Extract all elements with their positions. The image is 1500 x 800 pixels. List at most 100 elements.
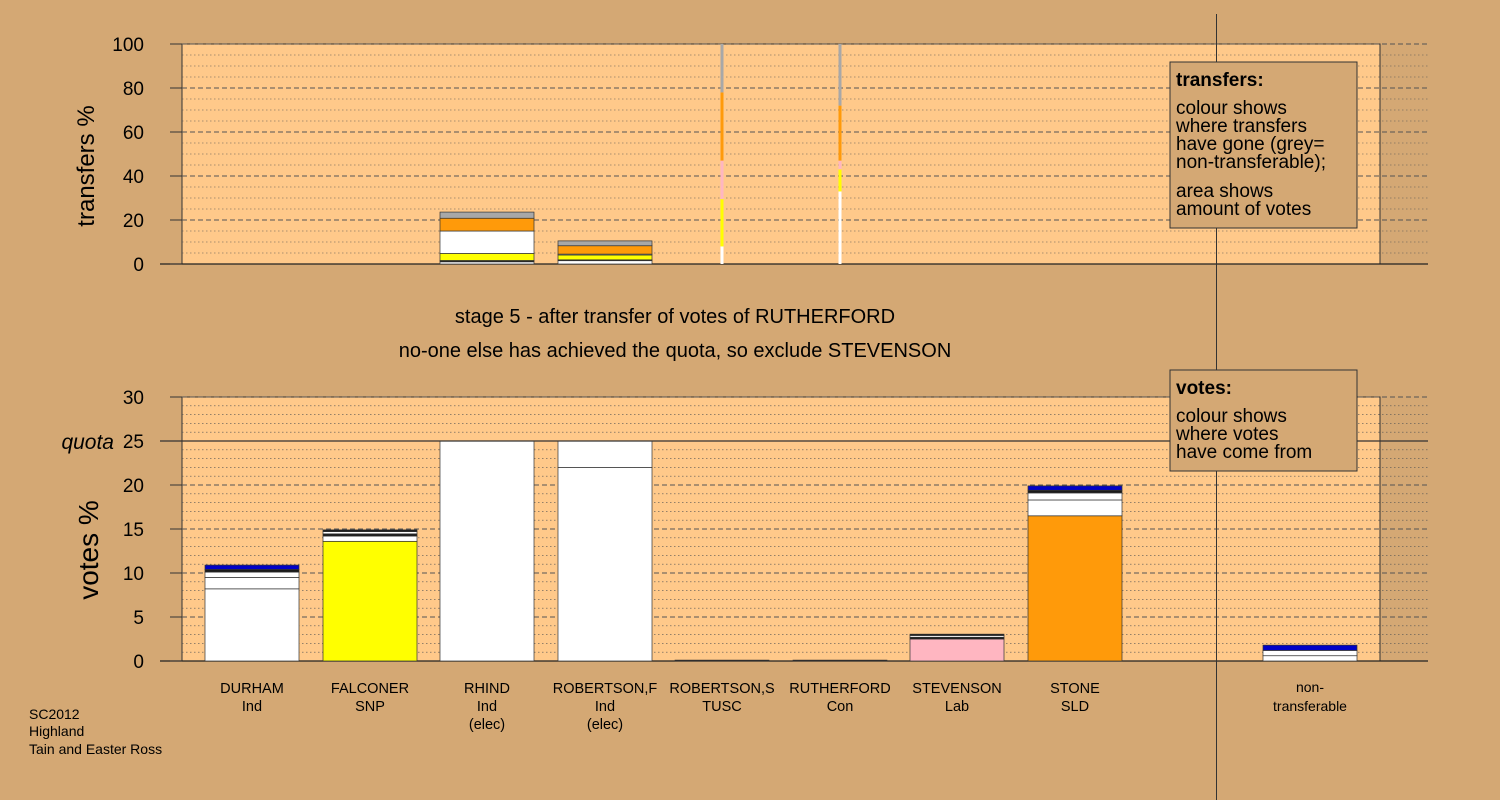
transfers-legend-box <box>1169 61 1358 229</box>
y-tick-label: 20 <box>123 476 144 497</box>
bar <box>838 44 842 264</box>
bar-segment <box>909 633 1005 636</box>
y-tick-label: 5 <box>133 608 144 629</box>
x-party-label: Ind <box>242 699 262 715</box>
votes-legend: votes: colour shows where votes have com… <box>1169 369 1358 472</box>
bar <box>439 211 535 265</box>
bar-segment <box>1027 515 1123 662</box>
votes-legend-line: colour shows <box>1176 406 1287 427</box>
transfers-legend-line: amount of votes <box>1176 199 1311 220</box>
transfers-y-axis-label: transfers % <box>73 105 100 226</box>
bar-segment <box>557 440 653 468</box>
bar-segment <box>557 254 653 261</box>
bar <box>909 633 1005 662</box>
votes-legend-box <box>1169 369 1358 472</box>
bar-segment <box>838 169 842 192</box>
bar-segment <box>204 577 300 590</box>
x-category-label: STEVENSON <box>912 681 1001 697</box>
y-tick-label: 30 <box>123 388 144 409</box>
footer-line: Tain and Easter Ross <box>29 741 162 757</box>
bar-segment <box>439 217 535 232</box>
x-party-label: Lab <box>945 699 969 715</box>
bar <box>322 529 418 662</box>
bar-segment <box>1262 644 1358 651</box>
bar-segment <box>439 211 535 219</box>
bar-segment <box>1027 492 1123 501</box>
bar-segment <box>1262 650 1358 657</box>
bar-segment <box>557 467 653 662</box>
footer-line: Highland <box>29 723 84 739</box>
transfers-legend-line: where transfers <box>1175 116 1307 137</box>
bar-segment <box>792 659 888 662</box>
votes-y-axis-label: votes % <box>73 500 104 600</box>
x-party-label: TUSC <box>702 699 741 715</box>
x-category-label: STONE <box>1050 681 1100 697</box>
transfers-legend-line: have gone (grey= <box>1176 134 1324 155</box>
bar <box>792 659 888 662</box>
bar-segment <box>322 529 418 532</box>
x-party-label: SNP <box>355 699 385 715</box>
bar-segment <box>322 535 418 542</box>
transfers-legend-line: area shows <box>1176 181 1273 202</box>
footer: SC2012 Highland Tain and Easter Ross <box>29 706 162 757</box>
transfers-legend-line: colour shows <box>1176 98 1287 119</box>
votes-x-labels: DURHAM Ind FALCONER SNP RHIND Ind (elec) ROBERT… <box>220 679 1347 733</box>
bar <box>204 564 300 662</box>
bar-segment <box>1027 485 1123 491</box>
x-party-label: SLD <box>1061 699 1089 715</box>
bar-segment <box>557 260 653 265</box>
transfers-legend-line: non-transferable); <box>1176 152 1326 173</box>
bar-segment <box>720 92 724 161</box>
x-category-label: FALCONER <box>331 681 409 697</box>
x-party-label: (elec) <box>587 717 623 733</box>
bar <box>557 240 653 265</box>
y-tick-label: 10 <box>123 564 144 585</box>
bar-segment <box>439 253 535 261</box>
y-tick-label: 0 <box>133 255 144 276</box>
y-tick-label: 15 <box>123 520 144 541</box>
x-party-label: Con <box>827 699 854 715</box>
votes-legend-title: votes: <box>1176 378 1232 399</box>
bar-segment <box>720 199 724 247</box>
transfers-bars <box>439 44 842 265</box>
quota-label: quota <box>61 431 114 454</box>
stage-subtitle: no-one else has achieved the quota, so e… <box>399 340 952 362</box>
bar-segment <box>204 571 300 578</box>
bar-segment <box>1027 499 1123 517</box>
x-party-label: Ind <box>595 699 615 715</box>
y-tick-label: 100 <box>112 35 144 56</box>
bar-segment <box>1027 489 1123 494</box>
bar-segment <box>909 638 1005 662</box>
bar-segment <box>720 246 724 264</box>
bar-segment <box>204 588 300 662</box>
transfers-legend-title: transfers: <box>1176 70 1264 91</box>
x-category-label: transferable <box>1273 698 1347 714</box>
bar-segment <box>838 105 842 161</box>
y-tick-label: 60 <box>123 123 144 144</box>
x-category-label: RUTHERFORD <box>789 681 891 697</box>
bar-segment <box>674 659 770 662</box>
x-category-label: DURHAM <box>220 681 284 697</box>
bar-segment <box>838 160 842 170</box>
bar <box>1262 644 1358 662</box>
stage-title: stage 5 - after transfer of votes of RUT… <box>455 306 895 328</box>
transfers-y-ticks: 0 20 40 60 80 100 <box>112 35 182 276</box>
bar-segment <box>720 160 724 200</box>
footer-line: SC2012 <box>29 706 80 722</box>
transfers-legend: transfers: colour shows where transfers … <box>1169 61 1358 229</box>
x-party-label: Ind <box>477 699 497 715</box>
bar-segment <box>204 564 300 570</box>
x-party-label: (elec) <box>469 717 505 733</box>
bar-segment <box>720 44 724 93</box>
bar <box>557 440 653 662</box>
bar-segment <box>838 44 842 106</box>
bar <box>674 659 770 662</box>
bar-segment <box>838 191 842 264</box>
bar <box>1027 485 1123 662</box>
y-tick-label: 40 <box>123 167 144 188</box>
bar-segment <box>439 440 535 662</box>
bar <box>720 44 724 264</box>
votes-legend-line: have come from <box>1176 442 1312 463</box>
x-category-label: non- <box>1296 679 1324 695</box>
